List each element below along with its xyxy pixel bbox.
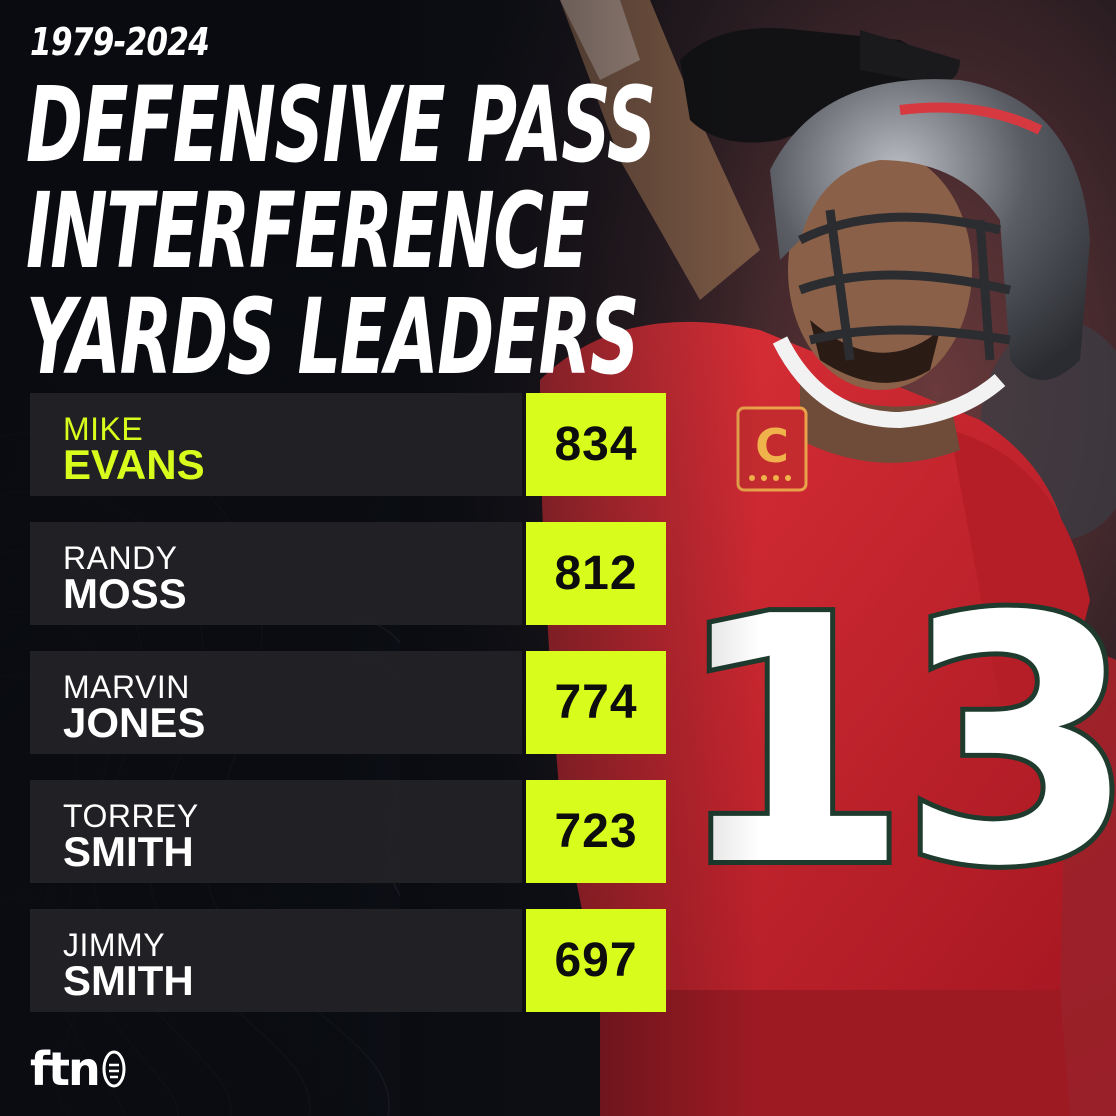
last-name: SMITH — [63, 828, 194, 875]
last-name: JONES — [63, 699, 206, 746]
player-name-box: TORREY SMITH — [30, 780, 522, 883]
first-name: MARVIN — [63, 669, 190, 705]
yards-value: 834 — [554, 418, 638, 471]
yards-value: 774 — [554, 676, 638, 729]
football-icon — [102, 1050, 126, 1088]
title-line: YARDS LEADERS — [26, 276, 639, 398]
yards-box: 834 — [526, 393, 666, 496]
leader-row: MIKE EVANS 834 — [30, 393, 666, 496]
logo-text: ftn — [30, 1042, 101, 1096]
yards-box: 774 — [526, 651, 666, 754]
first-name: RANDY — [63, 540, 178, 576]
leader-row: TORREY SMITH 723 — [30, 780, 666, 883]
year-range: 1979-2024 — [30, 20, 210, 64]
player-name-box: JIMMY SMITH — [30, 909, 522, 1012]
yards-value: 697 — [554, 934, 638, 987]
last-name: EVANS — [63, 441, 205, 488]
leader-row: MARVIN JONES 774 — [30, 651, 666, 754]
captain-patch-letter: C — [755, 419, 789, 473]
title-line: DEFENSIVE PASS — [26, 64, 656, 186]
last-name: MOSS — [63, 570, 187, 617]
title-line: INTERFERENCE — [26, 170, 589, 292]
ftn-logo: ftn — [30, 1042, 127, 1096]
page-title: DEFENSIVE PASS INTERFERENCE YARDS LEADER… — [26, 64, 656, 398]
first-name: MIKE — [63, 411, 144, 447]
player-name-box: MIKE EVANS — [30, 393, 522, 496]
first-name: TORREY — [63, 798, 199, 834]
first-name: JIMMY — [63, 927, 166, 963]
player-name-box: MARVIN JONES — [30, 651, 522, 754]
yards-box: 697 — [526, 909, 666, 1012]
yards-value: 812 — [554, 547, 638, 600]
leader-row: JIMMY SMITH 697 — [30, 909, 666, 1012]
yards-box: 723 — [526, 780, 666, 883]
yards-box: 812 — [526, 522, 666, 625]
yards-value: 723 — [554, 805, 638, 858]
last-name: SMITH — [63, 957, 194, 1004]
player-name-box: RANDY MOSS — [30, 522, 522, 625]
leader-row: RANDY MOSS 812 — [30, 522, 666, 625]
